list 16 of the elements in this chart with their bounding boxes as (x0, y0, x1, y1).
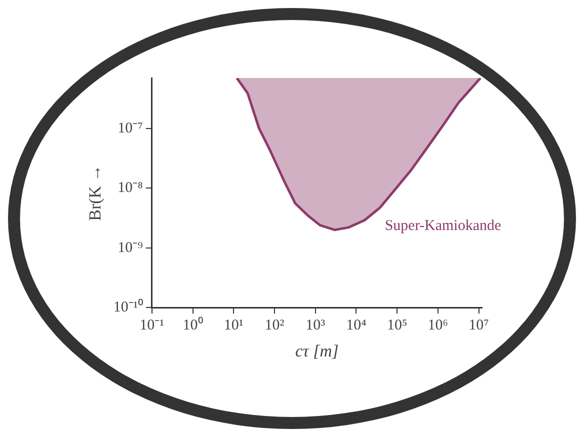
y-tick-label: 10⁻¹⁰ (113, 298, 143, 316)
x-tick-label: 10⁷ (468, 318, 489, 334)
y-tick-label: 10⁻⁷ (118, 120, 143, 136)
y-axis-title: Br(K → (86, 164, 105, 221)
x-tick-label: 10² (264, 318, 285, 334)
x-tick-label: 10⁰ (182, 316, 203, 334)
x-tick-label: 10³ (306, 318, 326, 334)
x-tick-label: 10⁴ (346, 318, 366, 334)
x-tick-label: 10⁵ (386, 318, 408, 334)
series-label: Super-Kamiokande (384, 218, 502, 234)
x-tick-label: 10⁻¹ (140, 318, 164, 334)
y-tick-label: 10⁻⁹ (118, 240, 143, 256)
y-tick-label: 10⁻⁸ (118, 180, 143, 196)
x-axis-title: cτ [m] (295, 341, 339, 360)
x-tick-label: 10⁶ (428, 318, 448, 334)
x-tick-label: 10¹ (224, 318, 244, 334)
